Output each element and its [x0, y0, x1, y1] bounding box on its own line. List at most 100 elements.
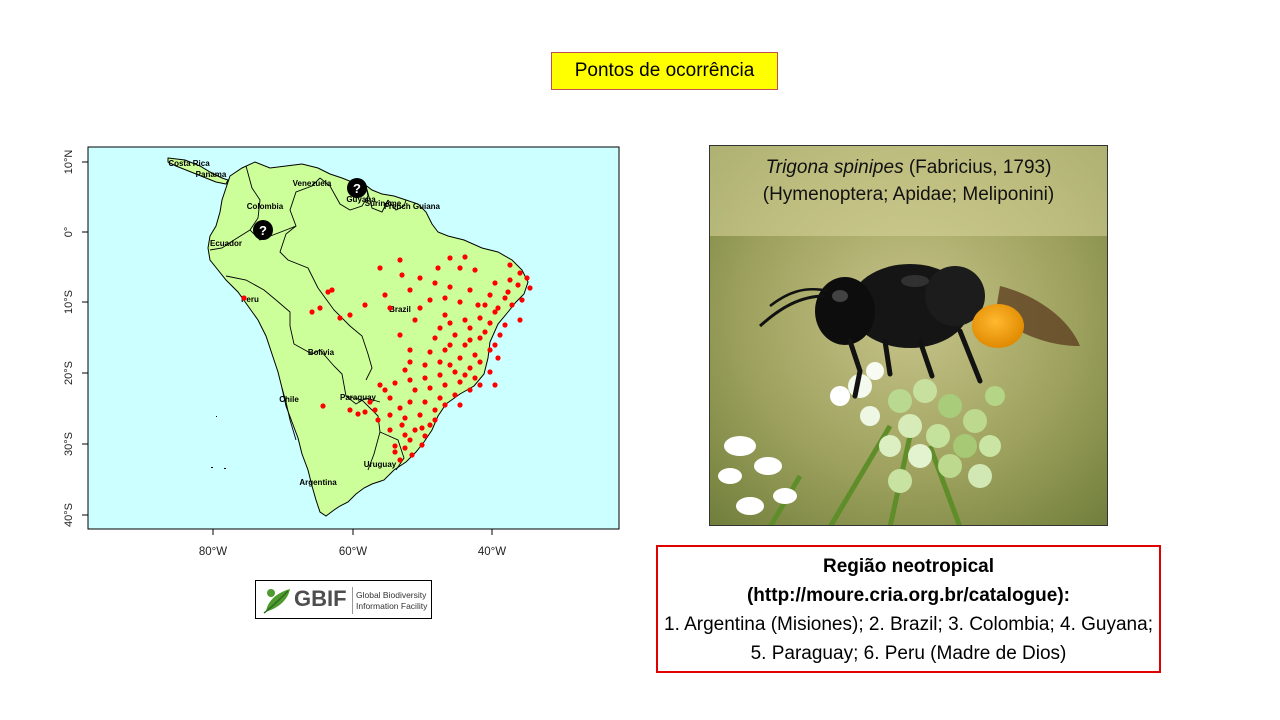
species-author: (Fabricius, 1793)	[903, 157, 1052, 178]
slide-title: Pontos de ocorrência	[551, 52, 778, 90]
occurrence-point	[407, 287, 413, 293]
occurrence-point	[452, 332, 458, 338]
region-heading: Região neotropical	[822, 556, 995, 577]
occurrence-point	[329, 287, 335, 293]
y-tick-label: 0°	[63, 227, 75, 238]
occurrence-point	[382, 292, 388, 298]
occurrence-point	[467, 387, 473, 393]
occurrence-point	[362, 302, 368, 308]
occurrence-point	[495, 305, 501, 311]
country-label: French Guiana	[384, 202, 441, 211]
occurrence-point	[477, 382, 483, 388]
occurrence-point	[437, 372, 443, 378]
country-label: Paraguay	[340, 393, 377, 402]
x-tick-label: 60°W	[339, 546, 367, 558]
occurrence-point	[447, 342, 453, 348]
country-borders	[209, 165, 407, 471]
occurrence-point	[467, 287, 473, 293]
occurrence-point	[427, 349, 433, 355]
bee-photo: Trigona spinipes (Fabricius, 1793) (Hyme…	[709, 145, 1108, 526]
occurrence-point	[427, 297, 433, 303]
occurrence-point	[507, 277, 513, 283]
species-name: Trigona spinipes	[765, 157, 904, 178]
gbif-line2: Information Facility	[356, 601, 428, 611]
country-label: Peru	[241, 295, 259, 304]
occurrence-point	[407, 399, 413, 405]
question-marker: ?	[347, 178, 367, 198]
occurrence-point	[462, 342, 468, 348]
occurrence-point	[419, 442, 425, 448]
occurrence-point	[241, 295, 247, 301]
y-tick-label: 20°S	[63, 361, 75, 385]
occurrence-point	[472, 267, 478, 273]
y-axis	[82, 161, 88, 516]
occurrence-point	[519, 297, 525, 303]
occurrence-point	[409, 452, 415, 458]
occurrence-point	[452, 369, 458, 375]
occurrence-point	[472, 375, 478, 381]
occurrence-point	[392, 380, 398, 386]
country-label: Suriname	[365, 199, 402, 208]
occurrence-point	[457, 379, 463, 385]
occurrence-point	[397, 457, 403, 463]
x-tick-label: 80°W	[199, 546, 227, 558]
occurrence-point	[417, 275, 423, 281]
occurrence-point	[492, 382, 498, 388]
occurrence-point	[412, 317, 418, 323]
region-source: (http://moure.cria.org.br/catalogue):	[746, 585, 1071, 606]
occurrence-point	[372, 407, 378, 413]
occurrence-point	[309, 309, 315, 315]
occurrence-point	[457, 265, 463, 271]
occurrence-point	[457, 299, 463, 305]
country-label: Costa Rica	[168, 159, 210, 168]
occurrence-point	[347, 407, 353, 413]
occurrence-point	[397, 332, 403, 338]
occurrence-point	[422, 375, 428, 381]
occurrence-point	[477, 359, 483, 365]
occurrence-point	[447, 362, 453, 368]
country-label: Colombia	[247, 202, 284, 211]
occurrence-point	[399, 422, 405, 428]
region-list: 1. Argentina (Misiones); 2. Brazil; 3. C…	[664, 614, 1153, 664]
occurrence-point	[392, 449, 398, 455]
country-label: Brazil	[389, 305, 411, 314]
occurrence-point	[419, 425, 425, 431]
occurrence-point	[427, 422, 433, 428]
occurrence-point	[502, 322, 508, 328]
occurrence-point	[457, 355, 463, 361]
occurrence-point	[417, 412, 423, 418]
occurrence-point	[320, 403, 326, 409]
occurrence-point	[452, 392, 458, 398]
question-marker: ?	[253, 220, 273, 240]
occurrence-point	[447, 255, 453, 261]
occurrence-point	[442, 312, 448, 318]
occurrence-point	[467, 337, 473, 343]
occurrence-point	[412, 387, 418, 393]
occurrence-point	[387, 427, 393, 433]
occurrence-point	[397, 405, 403, 411]
species-line: Trigona spinipes (Fabricius, 1793)	[710, 154, 1107, 181]
occurrence-point	[402, 445, 408, 451]
y-tick-label: 10°S	[63, 290, 75, 314]
occurrence-point	[407, 347, 413, 353]
occurrence-point	[347, 312, 353, 318]
occurrence-point	[397, 257, 403, 263]
occurrence-point	[432, 417, 438, 423]
occurrence-point	[355, 411, 361, 417]
country-label: Argentina	[299, 478, 337, 487]
country-label: Chile	[279, 395, 299, 404]
occurrence-point	[377, 382, 383, 388]
occurrence-point	[325, 289, 331, 295]
occurrence-point	[437, 359, 443, 365]
bee-photo-illustration	[710, 146, 1107, 525]
country-label: Venezuela	[293, 179, 332, 188]
occurrence-point	[517, 317, 523, 323]
occurrence-point	[387, 412, 393, 418]
south-america-land	[207, 161, 529, 517]
occurrence-point	[509, 302, 515, 308]
country-label: Guyana	[346, 195, 376, 204]
occurrence-point	[492, 280, 498, 286]
occurrence-point	[402, 432, 408, 438]
occurrence-point	[317, 305, 323, 311]
occurrence-point	[432, 407, 438, 413]
